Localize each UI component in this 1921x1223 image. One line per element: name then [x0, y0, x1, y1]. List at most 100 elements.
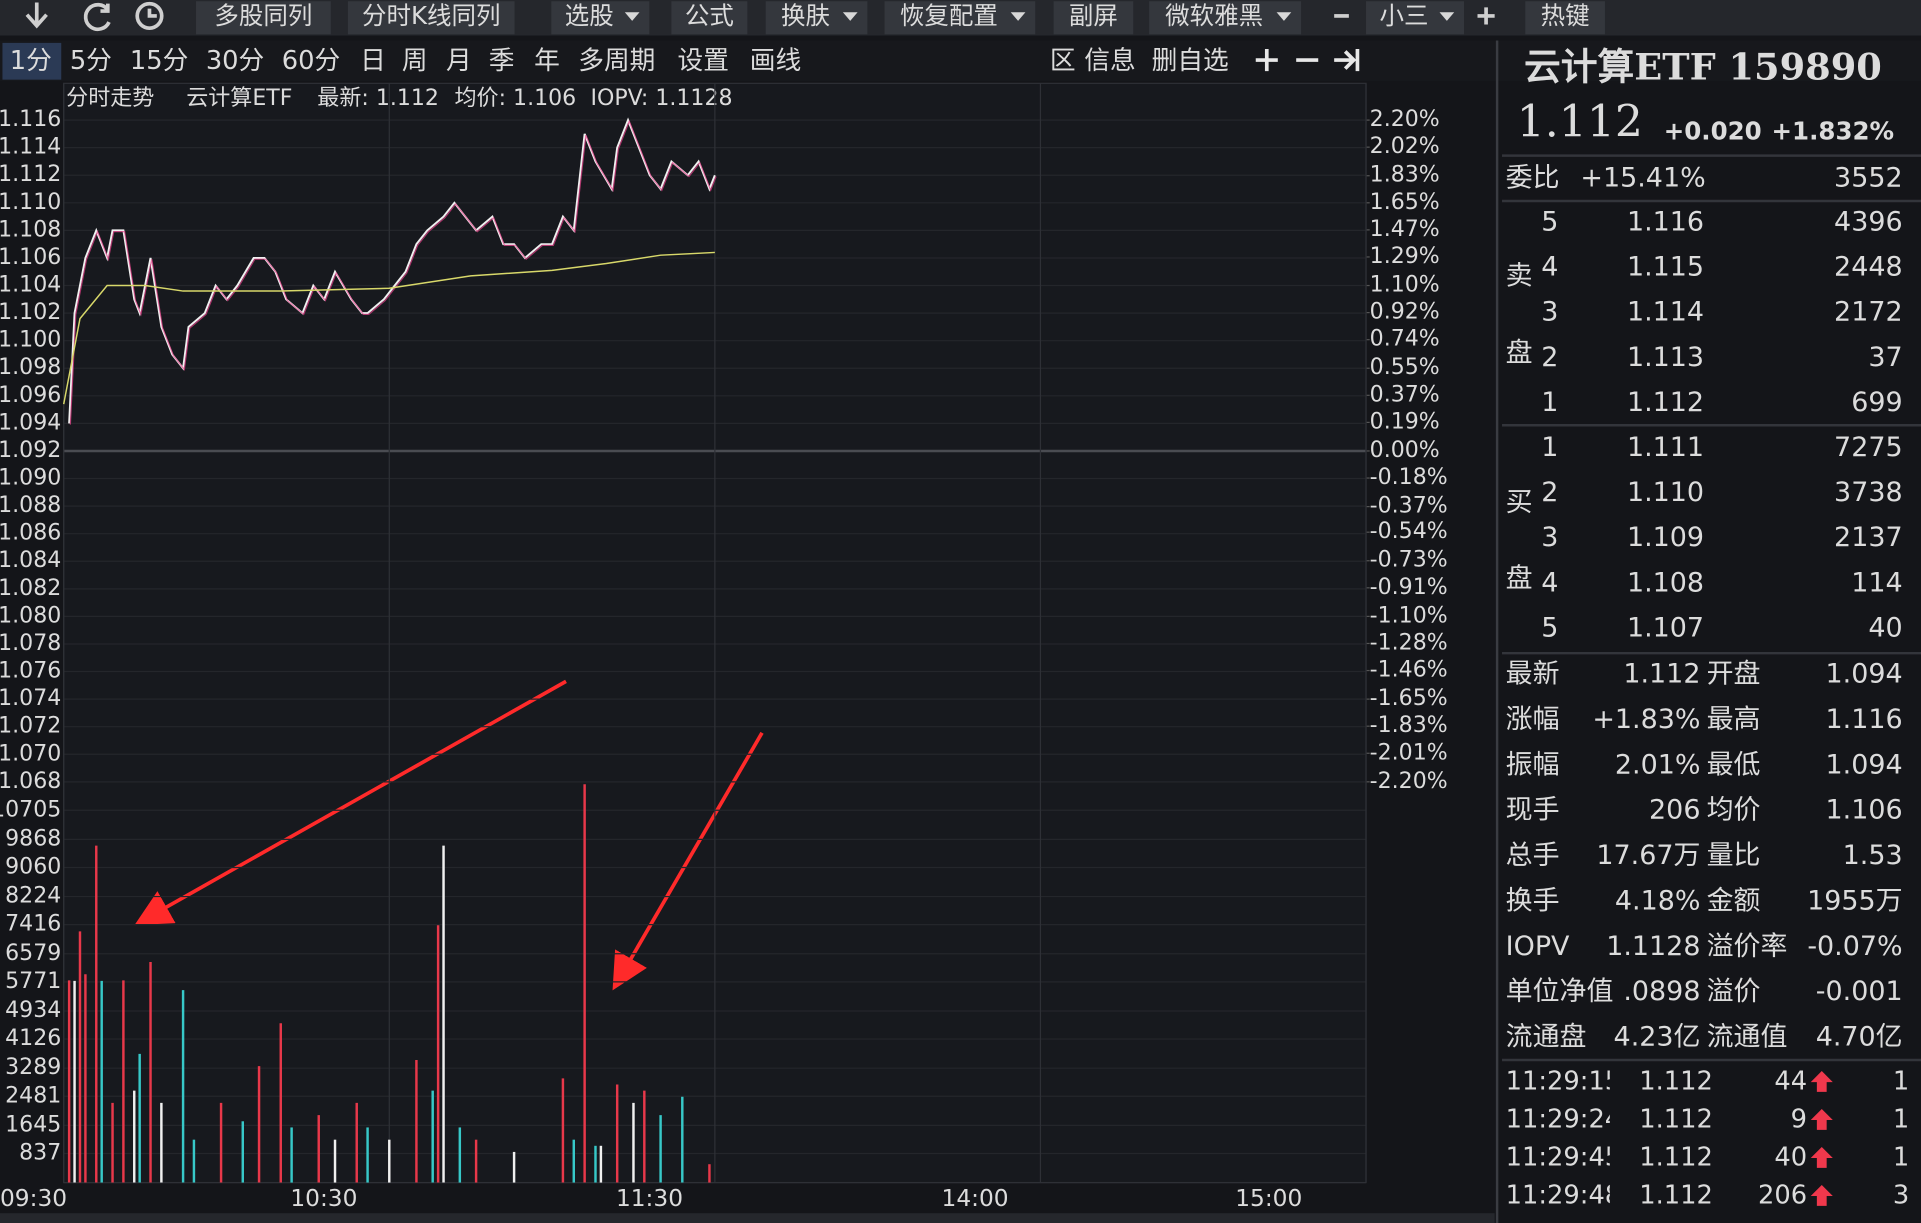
book-level: 3	[1541, 522, 1558, 553]
toolbar-button-label[interactable]: 小三	[1379, 1, 1428, 30]
average-line	[62, 251, 715, 405]
dropdown-caret[interactable]	[1276, 12, 1292, 21]
period-tab[interactable]: 5分	[70, 46, 112, 76]
period-tab[interactable]: 季	[489, 46, 515, 76]
stat-label: 单位净值	[1506, 976, 1614, 1007]
toolbar-button-label[interactable]: 微软雅黑	[1165, 1, 1263, 30]
refresh-icon[interactable]	[83, 2, 111, 32]
x-tick-label: 11:30	[616, 1185, 683, 1212]
period-tab[interactable]: 画线	[750, 46, 801, 76]
book-level: 2	[1541, 477, 1558, 508]
toolbar-button-label[interactable]: 热键	[1541, 1, 1590, 30]
chart-tool[interactable]: 删自选	[1152, 46, 1229, 76]
volume-tick-label: 2481	[5, 1083, 61, 1108]
y2-tick-label: -1.28%	[1370, 630, 1448, 655]
y-tick-label: 1.112	[0, 162, 61, 187]
stat-label: 流通盘	[1506, 1021, 1587, 1052]
y2-tick-label: 0.00%	[1370, 438, 1440, 463]
chart-header-name: 云计算ETF	[186, 86, 292, 111]
price-line-shadow	[69, 119, 717, 425]
expand-icon[interactable]	[1334, 49, 1360, 72]
y2-tick-label: -0.91%	[1370, 575, 1448, 600]
y-tick-label: 1.076	[0, 659, 61, 684]
period-tab[interactable]: 年	[534, 46, 560, 76]
period-tab[interactable]: 多周期	[578, 46, 655, 76]
quote-price: 1.112	[1517, 96, 1643, 147]
trade-time: 11:29:45	[1506, 1143, 1622, 1173]
toolbar-button[interactable]	[671, 1, 748, 35]
volume-tick-label: 7416	[5, 912, 61, 937]
period-tab[interactable]: 月	[446, 46, 472, 76]
y2-tick-label: -2.01%	[1370, 740, 1448, 765]
quote-title: 云计算ETF 159890	[1524, 44, 1882, 88]
stat-value: .0898	[1623, 976, 1700, 1007]
trade-volume: 44	[1774, 1067, 1807, 1097]
stat-value: 1955万	[1807, 885, 1902, 916]
book-side-label: 盘	[1506, 563, 1533, 594]
x-tick-label: 14:00	[942, 1185, 1009, 1212]
toolbar-button[interactable]	[196, 1, 331, 35]
period-tab[interactable]: 设置	[677, 46, 728, 76]
toolbar-button-label[interactable]: 多股同列	[214, 1, 312, 30]
stat-label: 振幅	[1506, 749, 1560, 780]
period-tab[interactable]: 15分	[130, 46, 188, 76]
x-tick-label: 10:30	[290, 1185, 357, 1212]
zoom-in-icon[interactable]	[1255, 49, 1278, 72]
chart-tools[interactable]	[1255, 49, 1360, 72]
book-side-label: 卖	[1506, 260, 1533, 291]
volume-tick-label: 5771	[5, 969, 61, 994]
dropdown-caret[interactable]	[842, 12, 858, 21]
volume-tick-label: 9868	[5, 826, 61, 851]
y-tick-label: 1.098	[0, 355, 61, 380]
toolbar-icons[interactable]	[25, 1, 1495, 32]
trade-count: 1	[1893, 1143, 1909, 1173]
toolbar-button-label[interactable]: 换肤	[781, 1, 830, 30]
toolbar-button-label[interactable]: 恢复配置	[900, 1, 998, 30]
period-tab[interactable]: 30分	[206, 46, 264, 76]
chart-tool[interactable]: 信息	[1084, 46, 1135, 76]
dropdown-caret[interactable]	[1010, 12, 1026, 21]
dropdown-caret[interactable]	[1439, 12, 1455, 21]
annotation-arrow	[134, 679, 567, 926]
stat-label: 最新	[1506, 659, 1560, 690]
stat-value: +1.83%	[1592, 704, 1700, 735]
toolbar-button[interactable]	[347, 1, 515, 35]
toolbar-button[interactable]	[884, 1, 1036, 35]
clock-icon[interactable]	[135, 1, 164, 31]
toolbar-button[interactable]	[1149, 1, 1302, 35]
dropdown-caret[interactable]	[624, 12, 640, 21]
clock-hands	[147, 8, 157, 18]
toolbar-button[interactable]	[1053, 1, 1134, 35]
period-tab[interactable]: 1分	[10, 46, 52, 76]
trade-volume: 9	[1791, 1105, 1807, 1135]
trade-time: 11:29:15	[1506, 1067, 1622, 1097]
toolbar-button-label[interactable]: 副屏	[1069, 1, 1118, 30]
toolbar-button-label[interactable]: 公式	[685, 1, 734, 30]
book-price: 1.112	[1627, 387, 1704, 418]
order-ratio-pct: +15.41%	[1580, 162, 1705, 193]
toolbar-button[interactable]	[1525, 1, 1605, 35]
book-volume: 37	[1868, 342, 1902, 373]
toolbar-button-label[interactable]: 选股	[565, 1, 614, 30]
y2-tick-label: 0.55%	[1370, 355, 1440, 380]
book-volume: 4396	[1834, 207, 1903, 238]
y2-tick-label: -1.83%	[1370, 713, 1448, 738]
period-tab[interactable]: 60分	[282, 46, 340, 76]
price-line	[68, 117, 716, 424]
toolbar-button-label[interactable]: 分时K线同列	[362, 1, 501, 30]
book-price: 1.110	[1627, 477, 1704, 508]
quote-change: +0.020	[1664, 116, 1762, 145]
plus-icon[interactable]	[1477, 7, 1495, 25]
download-icon[interactable]	[25, 2, 48, 29]
period-tab[interactable]: 日	[360, 46, 386, 76]
period-tab[interactable]: 周	[402, 46, 428, 76]
y2-tick-label: 2.20%	[1370, 107, 1440, 132]
y2-tick-label: -0.18%	[1370, 465, 1448, 490]
volume-tick-label: 4934	[5, 998, 61, 1023]
book-volume: 7275	[1834, 432, 1903, 463]
up-arrow	[1810, 1071, 1833, 1092]
volume-tick-label: 1645	[5, 1112, 61, 1137]
chart-header-title: 分时走势	[66, 86, 154, 111]
chart-tool[interactable]: 区	[1050, 46, 1076, 76]
y-tick-label: 1.068	[0, 769, 61, 794]
